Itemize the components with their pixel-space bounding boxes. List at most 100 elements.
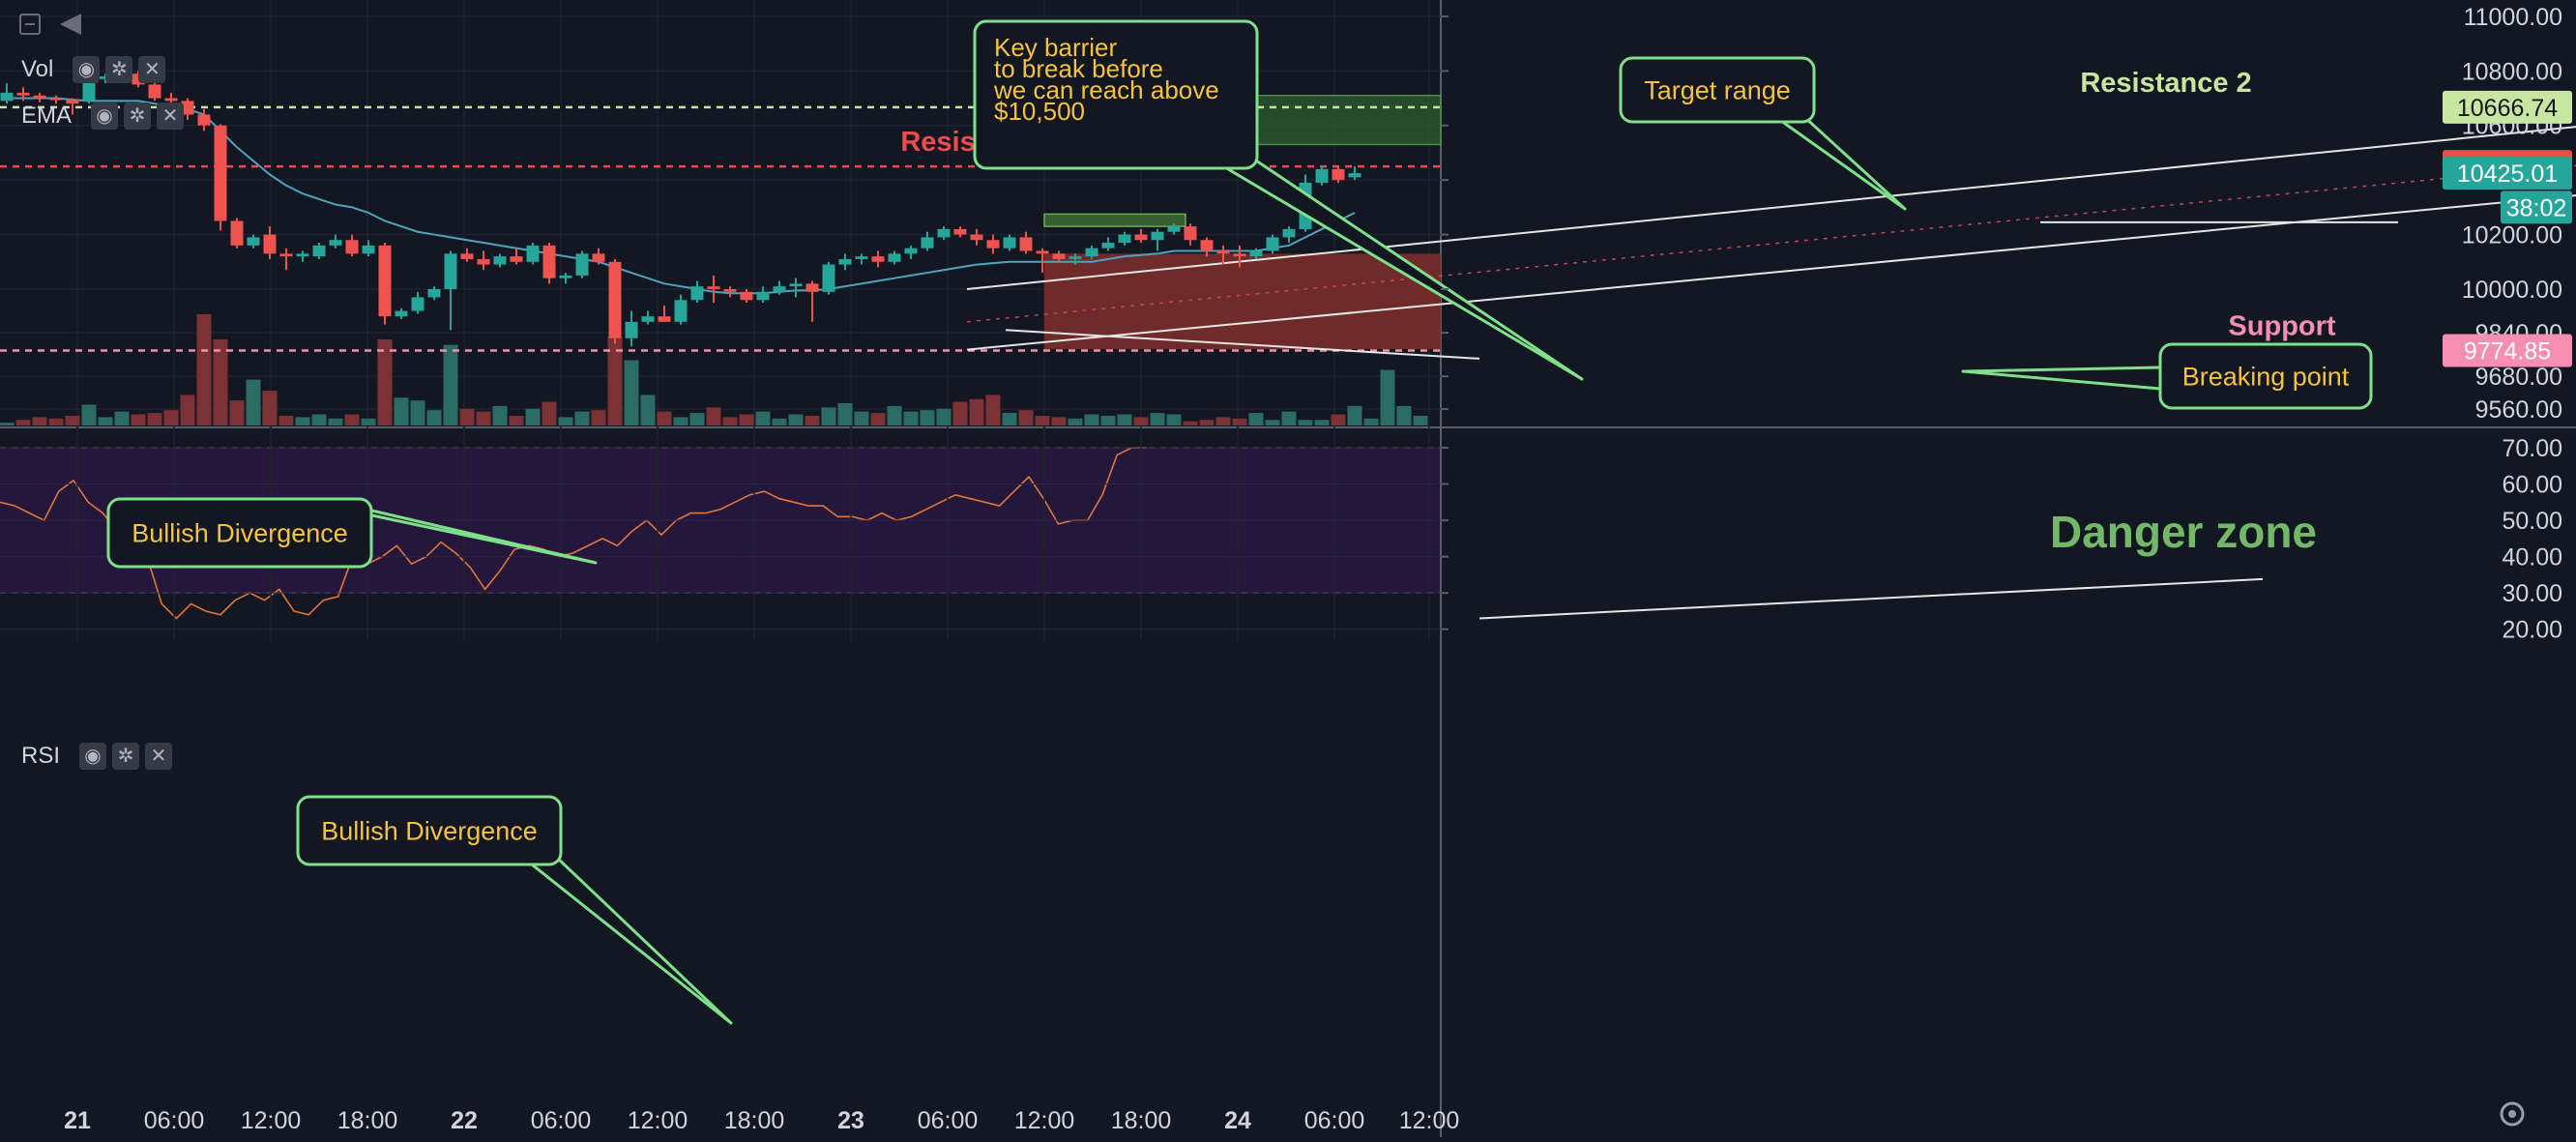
channel-lower-line — [966, 194, 2576, 351]
volume-bar — [81, 404, 97, 425]
x-tick-label: 12:00 — [1014, 1107, 1075, 1134]
volume-bar — [443, 344, 458, 425]
trend-lines — [966, 126, 2576, 620]
close-icon[interactable]: ✕ — [157, 102, 185, 130]
key-barrier-callout-text: Key barrier — [994, 33, 1117, 62]
volume-bar — [131, 414, 146, 425]
ema-line — [7, 97, 1356, 295]
volume-bar — [114, 411, 130, 425]
volume-bar — [213, 338, 228, 425]
candle-body — [181, 101, 194, 115]
rsi-legend[interactable]: RSI ◉ ✲ ✕ — [21, 743, 173, 770]
volume-bar — [903, 411, 919, 425]
candle-body — [395, 310, 408, 317]
candle-body — [608, 261, 622, 338]
candle-body — [526, 245, 540, 262]
x-tick-label: 21 — [64, 1107, 91, 1134]
candle — [49, 95, 63, 104]
candle-body — [1200, 240, 1214, 251]
volume-bar — [821, 407, 836, 425]
volume-bar — [246, 379, 261, 425]
volume-bar — [1281, 411, 1297, 425]
candle — [279, 248, 293, 271]
candle-body — [0, 92, 14, 102]
candle — [904, 245, 918, 259]
volume-bar — [426, 410, 442, 425]
volume-bar — [1232, 418, 1247, 425]
key-barrier-callout-text: $10,500 — [994, 97, 1085, 126]
vol-legend[interactable]: Vol ◉ ✲ ✕ — [21, 56, 166, 83]
volume-bar — [1068, 418, 1083, 425]
volume-bar — [394, 397, 409, 425]
eye-icon[interactable]: ◉ — [91, 102, 119, 130]
volume-bar — [722, 417, 738, 425]
gear-icon[interactable]: ✲ — [124, 102, 152, 130]
rsi-line — [0, 447, 1147, 620]
vol-label[interactable]: Vol — [21, 56, 54, 82]
volume-bar — [624, 360, 639, 425]
close-icon[interactable]: ✕ — [138, 56, 166, 83]
volume-bar — [410, 400, 425, 425]
candle — [247, 234, 260, 249]
candle — [132, 71, 145, 88]
candle-body — [444, 253, 457, 289]
channel-upper-line — [966, 126, 2576, 290]
volume-bar — [706, 407, 721, 425]
bullish-divergence-rsi-callout-pointer — [520, 855, 733, 1025]
candle-body — [904, 248, 918, 254]
close-icon[interactable]: ✕ — [145, 743, 173, 770]
volume-bar — [163, 410, 179, 425]
candle-body — [1266, 237, 1279, 251]
gear-icon[interactable]: ✲ — [112, 743, 140, 770]
volume-bar — [887, 405, 902, 425]
ema-legend[interactable]: EMA ◉ ✲ ✕ — [21, 102, 185, 130]
volume-bar — [65, 415, 80, 425]
candle-body — [411, 297, 424, 311]
volume-bar — [1331, 414, 1346, 425]
y-tick-label: 9560.00 — [2475, 396, 2562, 424]
rsi-tick-label: 30.00 — [2502, 580, 2562, 607]
volume-bar — [1166, 414, 1182, 425]
volume-bars — [0, 314, 1428, 425]
collapse-panel-icon[interactable] — [19, 14, 41, 35]
eye-icon[interactable]: ◉ — [79, 743, 107, 770]
y-tick-label: 11000.00 — [2464, 4, 2562, 31]
candle — [493, 253, 507, 268]
candle-body — [1332, 168, 1345, 181]
candle — [970, 228, 983, 246]
candle — [1200, 237, 1214, 257]
candle — [460, 248, 474, 262]
price-badge-bg — [2443, 157, 2572, 190]
bullish-divergence-rsi-callout: Bullish Divergence — [296, 795, 733, 1025]
danger-zone-label: Danger zone — [2050, 507, 2317, 557]
volume-bar — [1265, 420, 1280, 425]
candle — [1036, 248, 1049, 274]
candle-body — [16, 92, 30, 96]
candle — [575, 250, 589, 278]
eye-icon[interactable]: ◉ — [73, 56, 101, 83]
arrow-left-icon[interactable] — [60, 14, 81, 35]
volume-bar — [985, 395, 1001, 425]
x-tick-label: 12:00 — [1399, 1107, 1460, 1134]
candle-body — [1216, 250, 1230, 254]
candles — [0, 71, 1361, 347]
candle — [329, 234, 342, 249]
candle — [263, 226, 277, 259]
gear-icon[interactable]: ✲ — [105, 56, 133, 83]
volume-bar — [657, 411, 672, 425]
candle — [510, 248, 523, 265]
ema-label[interactable]: EMA — [21, 102, 73, 129]
candle — [641, 310, 655, 325]
candle-body — [690, 286, 704, 301]
settings-icon[interactable] — [2500, 1101, 2525, 1127]
candle — [197, 108, 211, 132]
x-tick-label: 24 — [1224, 1107, 1251, 1134]
rsi-label[interactable]: RSI — [21, 743, 61, 769]
candle-body — [575, 253, 589, 276]
candle — [181, 98, 194, 121]
candle — [773, 280, 786, 295]
candle-body — [1249, 250, 1263, 257]
